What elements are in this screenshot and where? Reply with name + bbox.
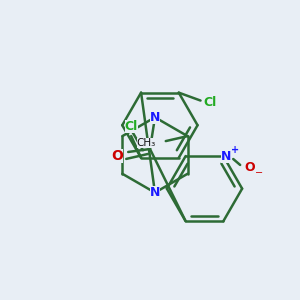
Text: O: O <box>245 161 255 174</box>
Text: N: N <box>221 149 232 163</box>
Text: Cl: Cl <box>124 120 138 133</box>
Text: Cl: Cl <box>204 96 217 109</box>
Text: +: + <box>231 145 239 155</box>
Text: CH₃: CH₃ <box>136 138 156 148</box>
Text: −: − <box>255 168 263 178</box>
Text: N: N <box>150 186 160 199</box>
Text: N: N <box>150 111 160 124</box>
Text: O: O <box>111 149 123 163</box>
